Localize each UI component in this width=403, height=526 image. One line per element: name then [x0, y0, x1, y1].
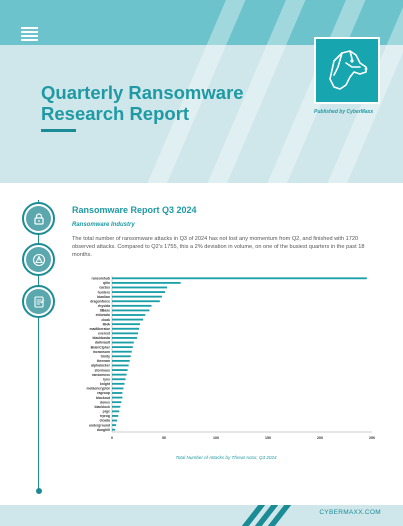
x-tick-label: 0: [111, 436, 113, 440]
category-label: incransom: [93, 350, 110, 354]
bar-rrprog: [112, 415, 119, 417]
category-label: stormous: [95, 368, 111, 372]
bar-8Base: [112, 309, 150, 312]
bar-underground: [112, 424, 117, 427]
lock-icon: [22, 202, 55, 235]
category-label: cicada: [99, 419, 110, 423]
bar-trinity: [112, 355, 131, 358]
bar-eldorado: [112, 314, 146, 316]
category-label: prgc: [103, 410, 110, 414]
category-label: underground: [89, 423, 110, 427]
bar-everest: [112, 332, 138, 335]
dog-logo-icon: [314, 37, 380, 104]
bar-cicada: [112, 419, 118, 422]
section-body: The total number of ransomware attacks i…: [72, 236, 365, 258]
bar-RHA: [112, 323, 141, 326]
category-label: threeam: [97, 359, 110, 363]
category-label: ransomexx: [92, 373, 110, 377]
category-label: ransomhub: [92, 276, 110, 280]
hero-banner: Quarterly Ransomware Research Report Pub…: [0, 0, 403, 183]
section-subtitle: Ransomware Industry: [72, 222, 135, 228]
report-icon: [22, 285, 55, 318]
bar-blackout: [112, 396, 123, 399]
category-label: rrprog: [100, 414, 110, 418]
bar-darkvault: [112, 341, 134, 344]
footer-website[interactable]: CYBERMAXX.COM: [319, 509, 381, 516]
bar-stormous: [112, 369, 128, 371]
x-tick-label: 50: [162, 436, 166, 440]
bar-hunters: [112, 291, 166, 293]
category-label: madliberator: [89, 327, 110, 331]
bar-blackbasta: [112, 337, 137, 339]
bar-threeam: [112, 359, 130, 362]
bar-rhysida: [112, 304, 152, 307]
bar-qilin: [112, 281, 181, 284]
timeline-end-dot: [35, 488, 42, 494]
bar-bianlian: [112, 295, 162, 298]
category-label: blackbasta: [92, 336, 110, 340]
category-label: bianlian: [97, 295, 110, 299]
category-label: cactus: [99, 286, 110, 290]
category-label: darkvault: [95, 341, 111, 345]
timeline-line: [38, 200, 39, 490]
bar-ragroup: [112, 392, 123, 394]
category-label: dragonforce: [90, 299, 110, 303]
bar-cactus: [112, 286, 168, 289]
category-label: RHA: [103, 322, 111, 326]
category-label: qilin: [103, 281, 110, 285]
bar-ransomexx: [112, 373, 127, 376]
category-label: lynx: [103, 377, 110, 381]
bar-ransomhub: [112, 277, 367, 280]
bar-madliberator: [112, 327, 140, 330]
category-label: hunters: [98, 290, 111, 294]
category-label: ragroup: [97, 391, 110, 395]
bar-lynx: [112, 378, 126, 381]
category-label: blacklock: [95, 405, 111, 409]
bar-knight: [112, 382, 125, 385]
bar-dunghill: [112, 428, 116, 431]
category-label: alphalocker: [91, 364, 111, 368]
report-title: Quarterly Ransomware Research Report: [41, 82, 244, 124]
bar-BrainCipher: [112, 346, 133, 349]
bar-incransom: [112, 350, 132, 353]
category-label: metaencryptor: [86, 387, 110, 391]
category-label: everest: [98, 332, 111, 336]
x-tick-label: 150: [265, 436, 271, 440]
footer-band: [0, 505, 403, 526]
bar-dragonforce: [112, 300, 160, 303]
bar-prgc: [112, 410, 120, 413]
x-tick-label: 250: [369, 436, 375, 440]
bar-alphalocker: [112, 364, 129, 367]
bar-metaencryptor: [112, 387, 124, 390]
chart-caption: Total Number of Attacks by Threat Actor,…: [175, 455, 277, 460]
x-tick-label: 200: [317, 436, 323, 440]
category-label: BrainCipher: [91, 345, 111, 349]
category-label: eldorado: [96, 313, 110, 317]
bar-blacklock: [112, 405, 121, 408]
category-label: blackout: [96, 396, 111, 400]
menu-icon[interactable]: [21, 27, 38, 42]
bar-cloak: [112, 318, 144, 321]
category-label: donex: [100, 400, 110, 404]
category-label: rhysida: [98, 304, 110, 308]
category-label: dunghill: [97, 428, 110, 432]
section-title: Ransomware Report Q3 2024: [72, 205, 197, 215]
category-label: knight: [100, 382, 111, 386]
category-label: cloak: [101, 318, 110, 322]
bar-donex: [112, 401, 122, 404]
warning-icon: [22, 243, 55, 276]
published-by: Published by CyberMaxx: [314, 109, 374, 115]
category-label: 8Base: [100, 309, 110, 313]
x-tick-label: 100: [213, 436, 219, 440]
threat-actor-bar-chart: ransomhubqilincactushuntersbianliandrago…: [86, 276, 375, 440]
title-underline: [41, 129, 76, 132]
category-label: trinity: [101, 354, 111, 358]
